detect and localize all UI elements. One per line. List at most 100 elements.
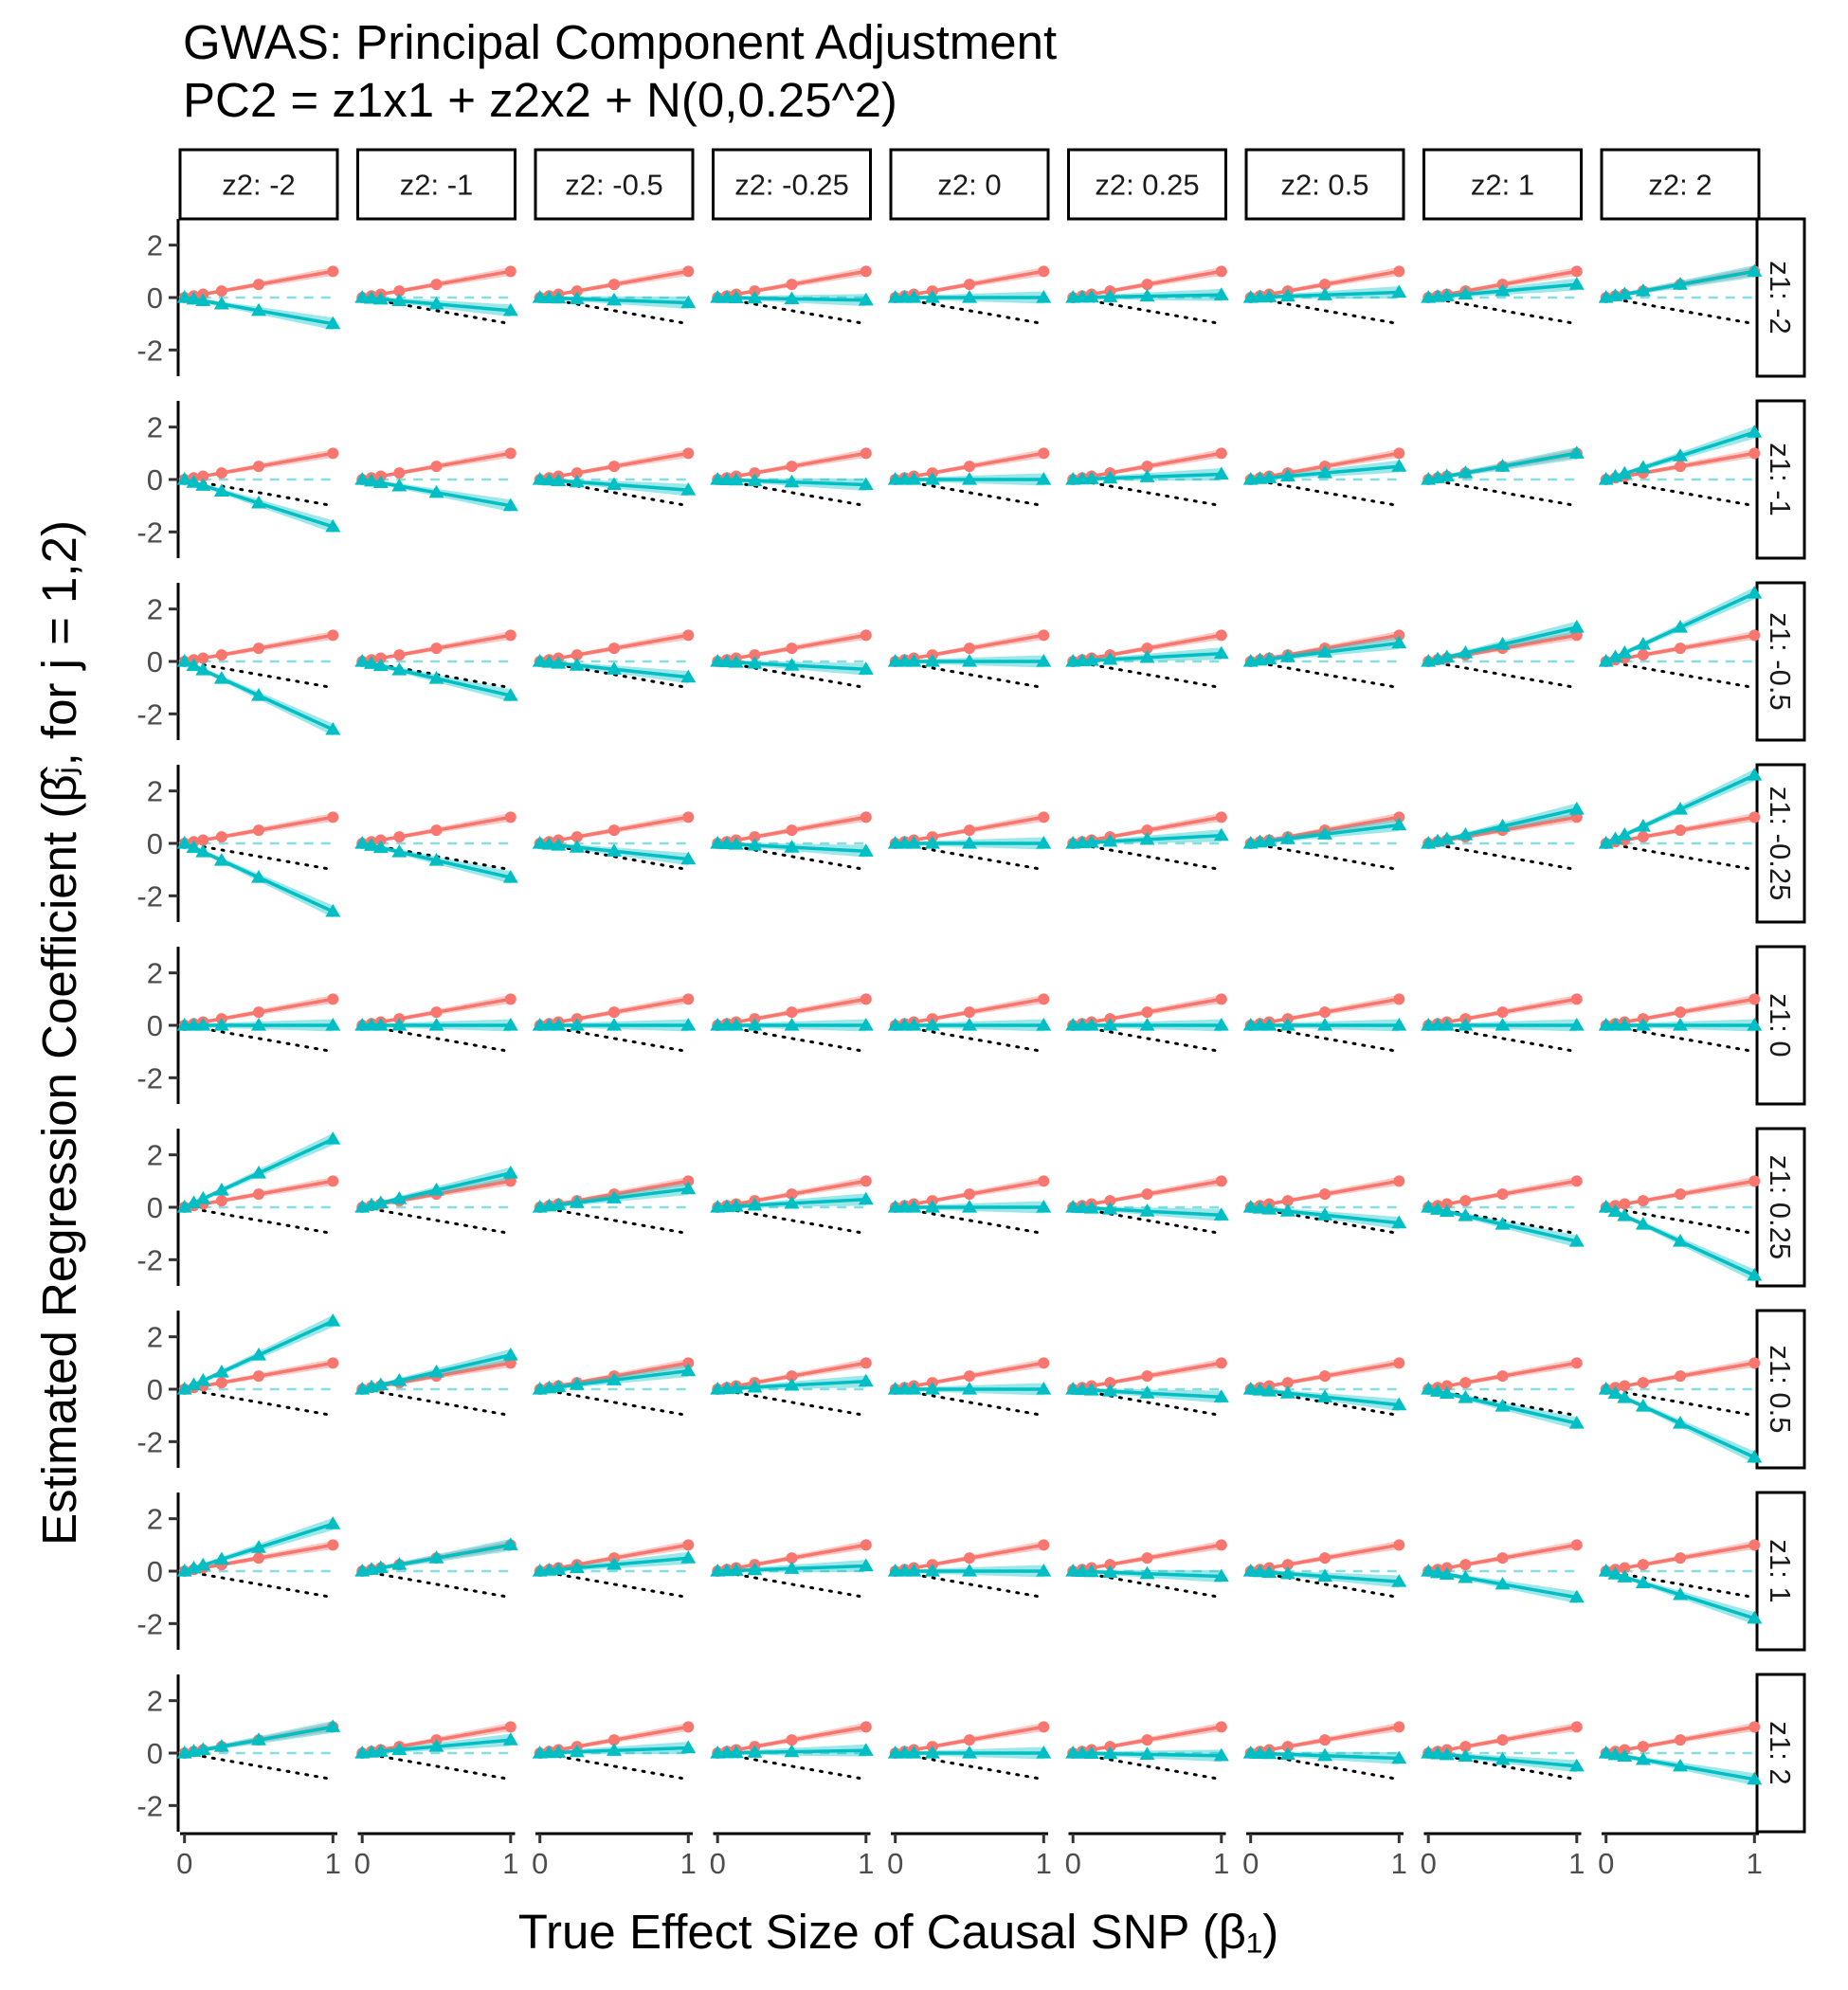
- data-point: [363, 473, 379, 487]
- reference-line-dotted: [183, 1569, 335, 1600]
- data-point: [680, 482, 697, 496]
- data-point: [784, 1561, 800, 1574]
- data-point: [1421, 1200, 1437, 1213]
- y-tick-label: 0: [147, 645, 163, 678]
- facet-panel: [887, 1175, 1052, 1236]
- data-point: [1458, 1389, 1474, 1403]
- data-point: [718, 654, 734, 668]
- reference-line-dotted: [894, 1205, 1045, 1236]
- data-point: [1319, 279, 1331, 291]
- data-point: [1393, 993, 1405, 1005]
- data-point: [372, 291, 389, 305]
- facet-panel: [1598, 263, 1763, 326]
- data-point: [786, 279, 798, 291]
- reference-line-dotted: [1604, 841, 1756, 872]
- data-point: [1038, 629, 1050, 642]
- data-point: [1673, 1415, 1688, 1429]
- strip-box: [1067, 148, 1227, 221]
- data-point: [786, 1552, 798, 1565]
- facet-panel: [1242, 811, 1407, 872]
- data-point: [1139, 1565, 1155, 1580]
- facet-panel: [710, 811, 874, 872]
- data-point: [1617, 1389, 1633, 1403]
- data-point: [749, 831, 761, 843]
- data-point: [1439, 468, 1455, 482]
- data-point: [253, 824, 264, 837]
- data-point: [1458, 1569, 1474, 1583]
- data-point: [906, 1200, 922, 1213]
- data-point: [363, 290, 379, 304]
- data-point: [551, 1379, 567, 1393]
- data-point: [1317, 1018, 1332, 1031]
- data-point: [1748, 1539, 1761, 1551]
- data-point: [1635, 1216, 1651, 1230]
- x-tick-label: 0: [1598, 1847, 1614, 1880]
- strip-label: z1: 1: [1764, 1539, 1797, 1602]
- data-point: [502, 1348, 518, 1361]
- facet-panel: [1598, 1721, 1763, 1786]
- data-point: [1496, 1552, 1509, 1565]
- data-point: [906, 654, 922, 667]
- data-point: [391, 1557, 408, 1570]
- data-point: [1637, 1559, 1649, 1571]
- x-tick-label: 1: [1391, 1847, 1407, 1880]
- data-point: [1637, 1741, 1649, 1753]
- facet-panel: [1421, 1539, 1585, 1604]
- data-point: [1083, 1383, 1099, 1396]
- y-tick-label: 2: [147, 1139, 163, 1172]
- data-point: [1748, 1175, 1761, 1187]
- strip-box: [1755, 1491, 1806, 1652]
- data-point: [1261, 1384, 1277, 1397]
- data-point: [1261, 1565, 1277, 1578]
- data-point: [1747, 586, 1763, 599]
- data-point: [1215, 993, 1227, 1005]
- y-tick-label: 2: [147, 775, 163, 808]
- facet-panel: [354, 265, 518, 326]
- x-tick-label: 1: [502, 1847, 518, 1880]
- data-point: [186, 291, 202, 305]
- data-point: [502, 302, 518, 317]
- data-point: [1261, 1018, 1277, 1031]
- data-point: [728, 837, 744, 850]
- data-point: [502, 687, 518, 701]
- data-point: [532, 836, 548, 849]
- facet-row-strip: z1: -0.5: [1755, 581, 1806, 742]
- data-point: [195, 1191, 211, 1204]
- data-point: [1391, 1750, 1407, 1764]
- reference-line-dotted: [183, 1387, 335, 1418]
- data-point: [251, 1732, 266, 1746]
- data-point: [608, 1006, 620, 1019]
- data-point: [1637, 1195, 1649, 1207]
- data-point: [1619, 1380, 1631, 1392]
- data-point: [680, 1018, 697, 1031]
- y-tick-label: -2: [136, 879, 163, 913]
- data-point: [430, 642, 443, 655]
- facet-column-strip: z2: 1: [1422, 148, 1583, 221]
- data-point: [1747, 1018, 1763, 1031]
- x-tick-label: 0: [354, 1847, 371, 1880]
- data-point: [1102, 289, 1118, 302]
- data-point: [1393, 1721, 1405, 1733]
- reference-line-dotted: [716, 478, 868, 508]
- data-point: [571, 467, 583, 479]
- facet-panel: [176, 1719, 341, 1782]
- data-point: [1213, 287, 1229, 300]
- data-point: [924, 654, 940, 667]
- facet-panel: [176, 447, 341, 534]
- reference-line-dotted: [894, 478, 1045, 508]
- data-point: [1083, 471, 1099, 484]
- y-axis: -2 0 2: [136, 765, 180, 922]
- data-point: [1281, 1377, 1294, 1389]
- data-point: [215, 285, 227, 298]
- reference-line-dotted: [538, 1023, 690, 1054]
- y-tick-label: 0: [147, 1737, 163, 1770]
- strip-label: z1: -0.5: [1764, 612, 1797, 710]
- reference-line-dotted: [1071, 660, 1223, 690]
- data-point: [964, 824, 975, 837]
- data-point: [728, 1198, 744, 1212]
- y-axis: -2 0 2: [136, 401, 180, 558]
- data-point: [1279, 1565, 1295, 1580]
- data-point: [1102, 470, 1118, 484]
